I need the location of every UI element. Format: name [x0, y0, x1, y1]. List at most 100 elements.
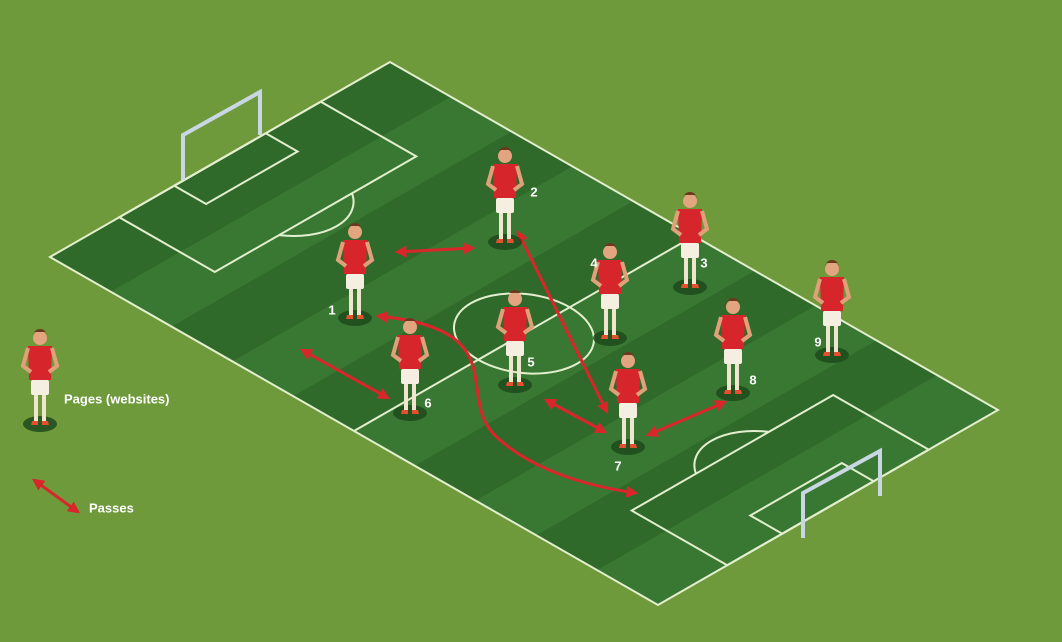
shadow: [393, 405, 427, 421]
legend-pass: Passes: [89, 500, 134, 515]
shadow: [23, 416, 57, 432]
shadow: [815, 347, 849, 363]
leg: [826, 325, 830, 353]
shorts: [619, 403, 637, 418]
boots: [724, 390, 742, 394]
player-label: 3: [700, 255, 707, 270]
leg: [357, 288, 361, 316]
player: [608, 352, 648, 455]
shadow: [498, 377, 532, 393]
shirt: [398, 335, 422, 369]
leg: [692, 257, 696, 285]
arms: [335, 241, 375, 268]
leg: [622, 417, 626, 445]
player: [485, 147, 525, 250]
shadow: [673, 279, 707, 295]
shorts: [496, 198, 514, 213]
arms: [20, 347, 60, 374]
arms: [670, 210, 710, 237]
legend-player: Pages (websites): [64, 391, 170, 406]
head: [621, 354, 635, 368]
players: [20, 147, 852, 455]
boots: [681, 284, 699, 288]
head: [726, 300, 740, 314]
shadow: [488, 234, 522, 250]
hair: [348, 223, 362, 230]
leg: [34, 394, 38, 422]
leg: [349, 288, 353, 316]
player-label: 6: [424, 395, 431, 410]
player-label: 1: [328, 302, 335, 317]
head: [603, 245, 617, 259]
player-label: 7: [614, 458, 621, 473]
player: [495, 290, 535, 393]
player: [590, 243, 630, 346]
boots: [401, 410, 419, 414]
shorts: [346, 274, 364, 289]
shorts: [506, 341, 524, 356]
head: [403, 320, 417, 334]
hair: [508, 290, 522, 297]
shirt: [678, 209, 702, 243]
boots: [506, 382, 524, 386]
shadow: [716, 385, 750, 401]
shorts: [823, 311, 841, 326]
player-label: 5: [527, 354, 534, 369]
shorts: [31, 380, 49, 395]
player: [20, 329, 60, 432]
arms: [713, 316, 753, 343]
hair: [683, 192, 697, 199]
shorts: [601, 294, 619, 309]
shadow: [338, 310, 372, 326]
shirt: [343, 240, 367, 274]
leg: [684, 257, 688, 285]
passes: [32, 229, 728, 514]
arms: [608, 370, 648, 397]
head: [508, 292, 522, 306]
head: [348, 225, 362, 239]
leg: [509, 355, 513, 383]
head: [33, 331, 47, 345]
boots: [346, 315, 364, 319]
player: [390, 318, 430, 421]
arms: [812, 278, 852, 305]
arms: [495, 308, 535, 335]
shirt: [28, 346, 52, 380]
shorts: [401, 369, 419, 384]
boots: [601, 335, 619, 339]
hair: [726, 298, 740, 305]
goals: [181, 88, 882, 538]
shirt: [598, 260, 622, 294]
shadow: [593, 330, 627, 346]
shadow: [611, 439, 645, 455]
player: [713, 298, 753, 401]
shirt: [493, 164, 517, 198]
player: [812, 260, 852, 363]
boots: [619, 444, 637, 448]
arms: [590, 261, 630, 288]
player-label: 2: [530, 184, 537, 199]
leg: [499, 212, 503, 240]
shorts: [724, 349, 742, 364]
leg: [612, 308, 616, 336]
leg: [42, 394, 46, 422]
hair: [825, 260, 839, 267]
leg: [630, 417, 634, 445]
leg: [507, 212, 511, 240]
leg: [404, 383, 408, 411]
shirt: [721, 315, 745, 349]
player: [335, 223, 375, 326]
shirt: [820, 277, 844, 311]
player-label: 4: [590, 255, 598, 270]
hair: [621, 352, 635, 359]
shorts: [681, 243, 699, 258]
shirt: [616, 369, 640, 403]
boots: [496, 239, 514, 243]
arms: [390, 336, 430, 363]
head: [683, 194, 697, 208]
leg: [735, 363, 739, 391]
arms: [485, 165, 525, 192]
head: [498, 149, 512, 163]
leg: [517, 355, 521, 383]
